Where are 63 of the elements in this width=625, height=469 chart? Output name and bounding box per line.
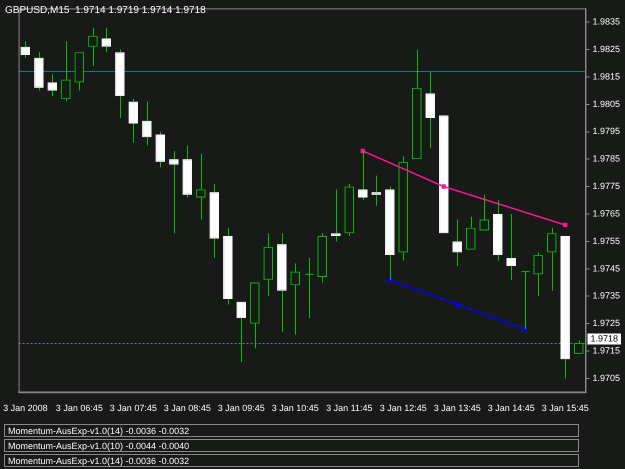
point	[563, 222, 568, 228]
candlestick	[61, 40, 71, 102]
chart-title: GBPUSD,M15 1.9714 1.9719 1.9714 1.9718	[5, 5, 206, 16]
candlestick	[412, 49, 422, 160]
text: Momentum-AusExp-v1.0(10) -0.0044 -0.0040	[4, 439, 579, 452]
y-tick-label: 1.9815	[592, 71, 620, 82]
candlestick	[521, 271, 530, 330]
y-tick-label: 1.9745	[592, 263, 620, 274]
y-tick-label: 1.9805	[592, 98, 620, 109]
x-tick-label: 3 Jan 12:45	[380, 403, 427, 414]
y-tick-label: 1.9725	[592, 318, 620, 328]
y-tick-label: 1.9835	[592, 16, 620, 27]
x-tick-label: 3 Jan 07:45	[110, 403, 157, 414]
candlestick	[182, 144, 192, 198]
y-tick-label: 1.9775	[592, 181, 620, 192]
candlestick	[318, 232, 327, 284]
candlestick	[236, 302, 246, 363]
y-tick-label: 1.9785	[592, 154, 620, 164]
candlestick	[169, 150, 179, 234]
candlestick	[210, 183, 220, 258]
text: Momentum-AusExp-v1.0(14) -0.0036 -0.0032	[4, 454, 579, 467]
y-tick-label: 1.9765	[592, 208, 620, 218]
y-tick-label: 1.9755	[592, 236, 620, 246]
candlestick	[385, 186, 394, 280]
candlestick	[34, 52, 44, 92]
y-tick-label: 1.9735	[592, 290, 620, 301]
candlestick	[331, 188, 340, 242]
x-tick-label: 3 Jan 15:45	[542, 403, 589, 414]
candlestick	[344, 183, 354, 236]
candlestick	[372, 175, 381, 206]
y-tick-label: 1.9715	[592, 346, 620, 356]
candlestick	[547, 227, 556, 292]
candlestick	[426, 70, 435, 149]
candlestick	[74, 52, 84, 92]
candlestick	[156, 131, 166, 168]
ref-line-label: 1.9718	[590, 333, 618, 344]
candlestick	[493, 200, 502, 262]
candlestick	[466, 216, 476, 250]
candlestick	[115, 49, 125, 119]
point	[442, 184, 446, 189]
y-tick-label: 1.9825	[592, 44, 620, 54]
candlestick	[398, 156, 408, 262]
x-tick-label: 3 Jan 09:45	[218, 403, 265, 414]
text: Momentum-AusExp-v1.0(14) -0.0036 -0.0032	[4, 424, 579, 437]
point	[455, 302, 460, 307]
y-tick-label: 1.9705	[592, 372, 620, 383]
candlestick	[128, 98, 138, 144]
x-tick-label: 3 Jan 13:45	[434, 403, 481, 414]
candlestick	[534, 252, 543, 297]
x-tick-label: 3 Jan 08:45	[164, 403, 211, 414]
x-tick-label: 3 Jan 06:45	[56, 403, 103, 414]
candlestick	[250, 282, 260, 349]
candlestick	[264, 232, 274, 297]
y-tick-label: 1.9795	[592, 126, 620, 136]
candlestick	[277, 232, 287, 332]
candlestick	[142, 101, 152, 146]
candlestick	[560, 236, 570, 379]
candlestick	[305, 257, 314, 319]
x-tick-label: 3 Jan 2008	[3, 403, 48, 414]
x-tick-label: 3 Jan 10:45	[272, 403, 319, 414]
x-tick-label: 3 Jan 11:45	[326, 403, 372, 414]
candlestick	[223, 227, 233, 305]
x-tick-label: 3 Jan 14:45	[488, 403, 535, 414]
